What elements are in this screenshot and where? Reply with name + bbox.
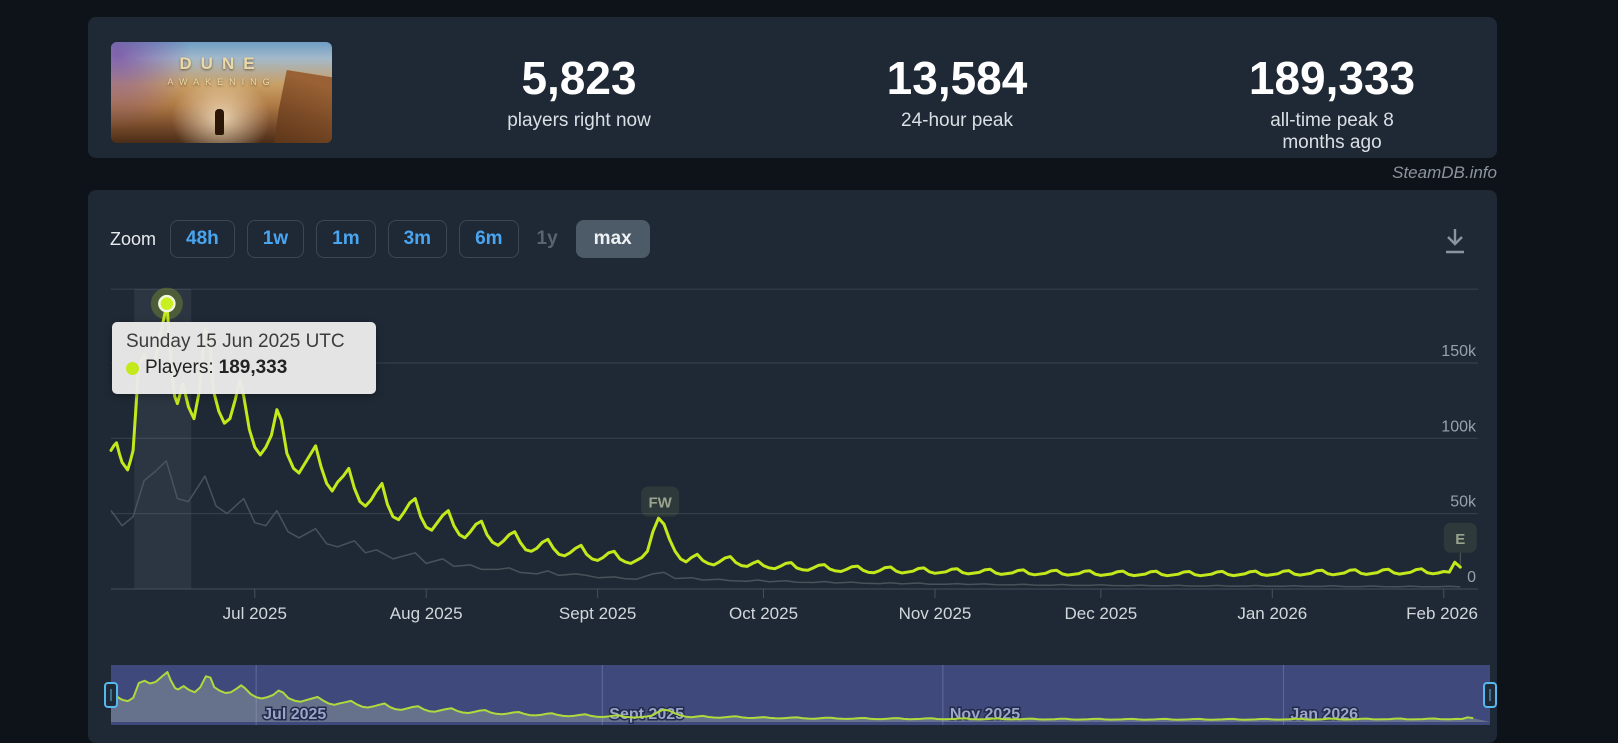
peak-24h-label: 24-hour peak — [901, 109, 1013, 131]
zoom-toolbar: Zoom 48h 1w 1m 3m 6m 1y max — [110, 220, 650, 258]
range-button-1y: 1y — [531, 220, 564, 258]
navigator-month-label: Jan 2026 — [1290, 706, 1358, 723]
chart-tooltip: Sunday 15 Jun 2025 UTC Players: 189,333 — [112, 322, 376, 394]
game-title: DUNE AWAKENING — [111, 54, 332, 87]
event-badge-fw[interactable] — [641, 486, 680, 517]
players-now-label: players right now — [507, 109, 651, 131]
peak-24h-value: 13,584 — [886, 52, 1028, 104]
x-axis-label: Nov 2025 — [899, 604, 972, 623]
alltime-peak-value: 189,333 — [1248, 52, 1416, 104]
steamdb-watermark: SteamDB.info — [1392, 163, 1497, 182]
event-badge-label: E — [1455, 531, 1465, 548]
chart-panel: 150k 100k 50k 0 Jul 2025 Aug 2025 Sept 2025 Oct… — [88, 190, 1497, 743]
zoom-label: Zoom — [110, 228, 157, 249]
navigator-month-label: Sept 2025 — [609, 706, 684, 723]
range-button-48h[interactable]: 48h — [170, 220, 235, 258]
series-dot-icon — [126, 361, 139, 375]
x-axis-label: Oct 2025 — [729, 604, 798, 623]
y-axis-label: 100k — [1441, 418, 1477, 435]
event-badge-label: FW — [648, 495, 672, 512]
game-title-line1: DUNE — [179, 54, 264, 73]
navigator-area-fill — [111, 672, 1490, 722]
game-art-figure — [215, 109, 224, 135]
stat-alltime-peak: 189,333 all-time peak 8 months ago — [1249, 53, 1415, 154]
game-capsule[interactable]: DUNE AWAKENING — [111, 42, 332, 143]
players-now-value: 5,823 — [521, 52, 637, 104]
x-axis-label: Sept 2025 — [559, 604, 637, 623]
tooltip-players-value: 189,333 — [218, 357, 288, 378]
y-axis-label: 50k — [1450, 494, 1477, 511]
y-axis-label: 0 — [1467, 569, 1476, 586]
players-line — [109, 302, 1462, 578]
download-icon[interactable] — [1441, 226, 1469, 256]
tooltip-date: Sunday 15 Jun 2025 UTC — [126, 331, 345, 352]
range-button-1w[interactable]: 1w — [246, 220, 305, 258]
alltime-peak-label: all-time peak 8 months ago — [1270, 109, 1394, 153]
navigator-line — [110, 671, 1474, 721]
secondary-line — [110, 460, 1461, 588]
player-count-chart: 150k 100k 50k 0 Jul 2025 Aug 2025 Sept 2025 Oct… — [104, 287, 1497, 725]
range-button-6m[interactable]: 6m — [459, 220, 519, 258]
zoom-range-group: 48h 1w 1m 3m 6m 1y max — [170, 220, 650, 258]
stat-players-now: 5,823 players right now — [507, 53, 651, 132]
x-axis-label: Dec 2025 — [1064, 604, 1137, 623]
navigator-month-label: Nov 2025 — [950, 706, 1020, 723]
event-badge-e[interactable] — [1443, 522, 1477, 553]
navigator-mask[interactable] — [111, 665, 1490, 725]
range-button-1m[interactable]: 1m — [316, 220, 376, 258]
selected-point-marker[interactable] — [158, 294, 176, 313]
game-title-line2: AWAKENING — [167, 77, 276, 87]
tooltip-series-label: Players: — [145, 357, 214, 378]
stats-panel: DUNE AWAKENING 5,823 players right now 1… — [88, 17, 1497, 158]
x-axis-label: Jan 2026 — [1237, 604, 1307, 623]
range-button-max[interactable]: max — [575, 220, 650, 258]
x-axis-label: Feb 2026 — [1406, 604, 1478, 623]
y-axis-label: 150k — [1441, 343, 1477, 360]
navigator-month-label: Jul 2025 — [263, 706, 326, 723]
range-button-3m[interactable]: 3m — [387, 220, 448, 258]
stat-24h-peak: 13,584 24-hour peak — [887, 53, 1028, 132]
x-axis-label: Aug 2025 — [390, 604, 463, 623]
tooltip-players-row: Players: 189,333 — [126, 357, 362, 379]
x-axis-label: Jul 2025 — [223, 604, 287, 623]
